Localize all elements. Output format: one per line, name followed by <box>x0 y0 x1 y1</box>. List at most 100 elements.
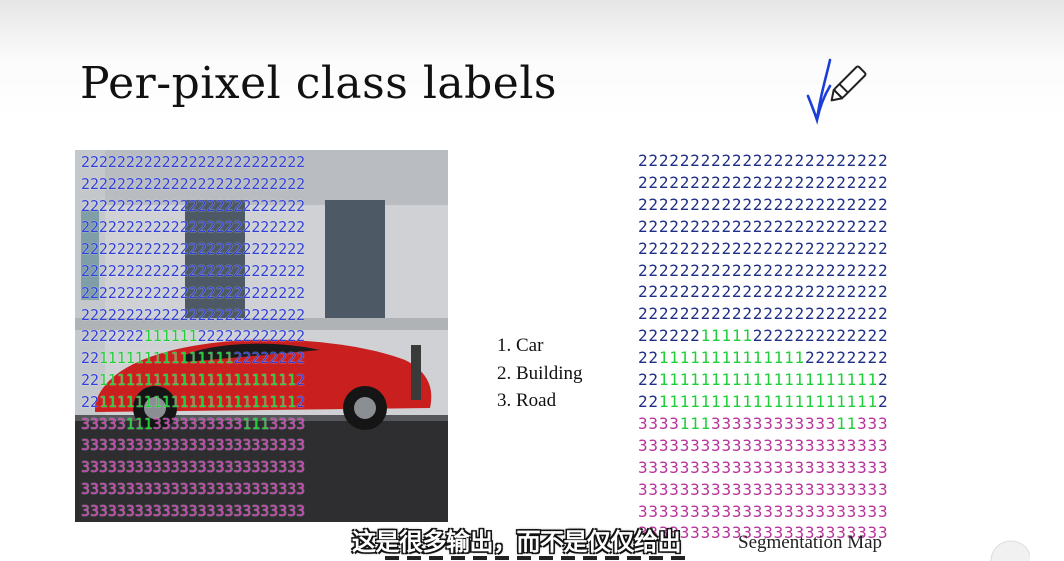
photo-label-run: 2222222222222222222222222 <box>81 305 306 324</box>
map-row: 222222222222222222222222 <box>638 172 888 194</box>
segmentation-map: 222222222222222222222222 2222222222222222… <box>638 150 1008 542</box>
photo-row: 3333333333333333333333333 <box>81 479 305 501</box>
map-row: 222222222222222222222222 <box>638 303 888 325</box>
segmentation-label-grid: 222222222222222222222222 2222222222222222… <box>638 150 888 544</box>
photo-label-run: 3333333333333333333333333 <box>81 501 306 520</box>
photo-row: 3333333333333333333333333 <box>81 501 305 522</box>
photo-label-run: 22 <box>81 370 99 389</box>
photo-row: 2211111111111111122222222 <box>81 348 305 370</box>
legend-item-building: 2. Building <box>497 362 583 384</box>
hand-drawn-arrow-icon <box>806 58 832 125</box>
photo-label-run: 2222222222222222222222222 <box>81 196 306 215</box>
photo-label-run: 222222222222 <box>197 327 306 346</box>
video-subtitle: 这是很多输出，而不是仅仅给出 <box>352 528 682 556</box>
class-legend: 1. Car 2. Building 3. Road <box>497 332 583 415</box>
map-label-run: 222222222222222222222222 <box>638 282 889 302</box>
map-label-run: 222222222222222222222222 <box>638 260 889 280</box>
map-label-run: 22222222 <box>804 348 889 368</box>
photo-label-overlay: 2222222222222222222222222 222222222222222… <box>81 152 305 522</box>
photo-label-run: 111111111111111 <box>98 349 234 368</box>
photo-label-run: 22 <box>81 392 99 411</box>
map-label-run: 22 <box>638 391 659 411</box>
photo-row: 2211111111111111111111112 <box>81 370 305 392</box>
map-row: 222222222222222222222222 <box>638 216 888 238</box>
photo-row: 2222222222222222222222222 <box>81 261 305 283</box>
photo-row: 2222222222222222222222222 <box>81 174 305 196</box>
map-label-run: 333333333333333333333333 <box>638 501 889 521</box>
map-row: 221111111111111111111112 <box>638 391 888 413</box>
photo-label-run: 2 <box>296 370 306 389</box>
photo-label-run: 2222222222222222222222222 <box>81 261 306 280</box>
map-label-run: 11111111111111 <box>658 348 805 368</box>
legend-item-car: 1. Car <box>497 335 544 356</box>
map-label-run: 222222222222222222222222 <box>638 194 889 214</box>
photo-label-run: 3333 <box>269 414 306 433</box>
map-row: 221111111111111111111112 <box>638 369 888 391</box>
map-row: 333333333333333333333333 <box>638 479 888 501</box>
map-row: 333333333333333333333333 <box>638 435 888 457</box>
photo-label-run: 22 <box>81 349 99 368</box>
photo-row: 2222222222222222222222222 <box>81 283 305 305</box>
player-overlay-icon <box>990 540 1030 561</box>
subtitle-next-line-cropped <box>385 552 705 561</box>
photo-label-run: 3333333333333333333333333 <box>81 458 306 477</box>
street-photo: 2222222222222222222222222 222222222222222… <box>75 150 448 522</box>
map-row: 333333333333333333333333 <box>638 522 888 544</box>
photo-label-run: 2222222 <box>81 327 144 346</box>
photo-label-run: 111 <box>125 414 153 433</box>
map-label-run: 22 <box>638 348 659 368</box>
photo-label-run: 3333333333333333333333333 <box>81 479 306 498</box>
map-label-run: 333333333333 <box>711 413 837 433</box>
map-caption: Segmentation Map <box>738 532 883 553</box>
map-row: 333333333333333333333333 <box>638 501 888 523</box>
slide-title: Per-pixel class labels <box>80 58 557 109</box>
map-label-run: 111111111111111111111 <box>658 370 878 390</box>
photo-row: 3333333333333333333333333 <box>81 457 305 479</box>
photo-label-run: 2222222222222222222222222 <box>81 240 306 259</box>
photo-row: 2222222222222222222222222 <box>81 152 305 174</box>
map-label-run: 2 <box>877 370 889 390</box>
map-label-run: 333333333333333333333333 <box>638 457 889 477</box>
photo-row: 2211111111111111111111112 <box>81 392 305 414</box>
map-label-run: 3333 <box>638 413 680 433</box>
photo-label-run: 2222222222222222222222222 <box>81 283 306 302</box>
map-label-run: 11 <box>836 413 858 433</box>
map-row: 222222222222222222222222 <box>638 194 888 216</box>
photo-row: 2222222222222222222222222 <box>81 196 305 218</box>
map-label-run: 22 <box>638 370 659 390</box>
photo-label-run: 1111111111111111111111 <box>98 370 297 389</box>
map-label-run: 111 <box>679 413 712 433</box>
photo-row: 3333333333333333333333333 <box>81 435 305 457</box>
map-label-run: 111111111111111111111 <box>658 391 878 411</box>
map-label-run: 333333333333333333333333 <box>638 523 889 543</box>
photo-row: 2222222222222222222222222 <box>81 305 305 327</box>
map-label-run: 2222222222222 <box>752 326 889 346</box>
map-label-run: 333 <box>857 413 889 433</box>
photo-label-run: 2 <box>296 392 306 411</box>
legend-item-road: 3. Road <box>497 390 557 411</box>
pen-icon <box>806 58 867 125</box>
photo-label-run: 3333333333 <box>152 414 243 433</box>
map-row: 333333333333333333333333 <box>638 457 888 479</box>
map-row: 221111111111111122222222 <box>638 347 888 369</box>
photo-label-run: 2222222222222222222222222 <box>81 218 306 237</box>
map-row: 222222111112222222222222 <box>638 325 888 347</box>
map-label-run: 2 <box>877 391 889 411</box>
map-label-run: 333333333333333333333333 <box>638 479 889 499</box>
map-row: 333311133333333333311333 <box>638 413 888 435</box>
photo-label-run: 2222222222222222222222222 <box>81 174 306 193</box>
photo-label-run: 33333 <box>81 414 126 433</box>
photo-row: 2222222222222222222222222 <box>81 217 305 239</box>
photo-label-run: 3333333333333333333333333 <box>81 436 306 455</box>
map-row: 222222222222222222222222 <box>638 260 888 282</box>
photo-label-run: 1111111111111111111111 <box>98 392 297 411</box>
map-label-run: 222222 <box>638 326 701 346</box>
map-label-run: 222222222222222222222222 <box>638 151 889 170</box>
map-label-run: 222222222222222222222222 <box>638 304 889 324</box>
photo-row: 2222222111111222222222222 <box>81 326 305 348</box>
photo-row: 3333311133333333331113333 <box>81 414 305 436</box>
photo-label-run: 111111 <box>143 327 198 346</box>
map-label-run: 222222222222222222222222 <box>638 216 889 236</box>
photo-label-run: 111 <box>242 414 270 433</box>
photo-row: 2222222222222222222222222 <box>81 239 305 261</box>
